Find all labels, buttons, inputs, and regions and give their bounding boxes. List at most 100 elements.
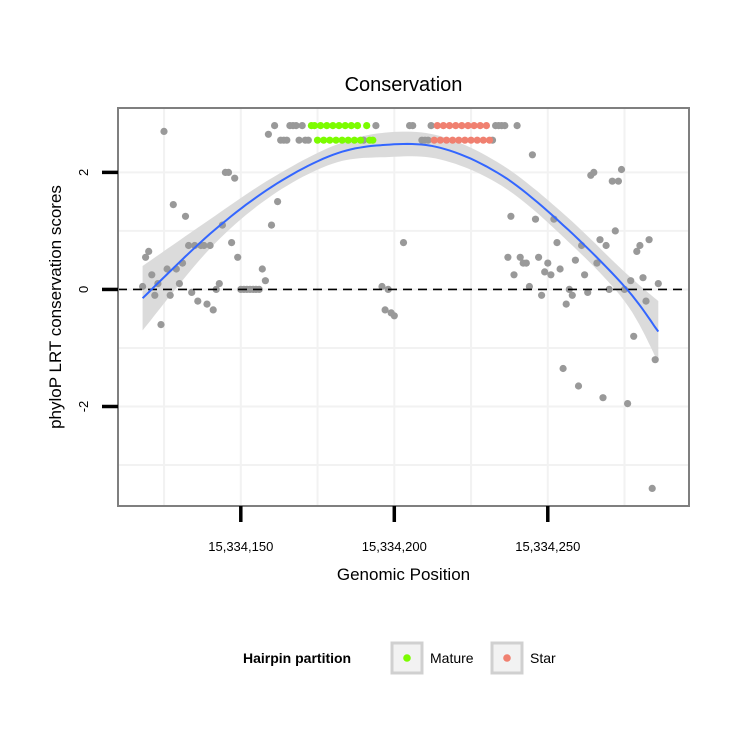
point-other xyxy=(642,297,650,305)
y-tick-label: 2 xyxy=(76,169,91,176)
point-other xyxy=(372,122,380,130)
point-other xyxy=(224,168,233,176)
point-other xyxy=(568,291,576,299)
point-star xyxy=(442,136,451,144)
point-other xyxy=(624,400,632,408)
point-other xyxy=(298,122,306,130)
axes: 15,334,150 15,334,200 15,334,250 2 0 -2 xyxy=(76,169,580,554)
x-axis-label: Genomic Position xyxy=(337,565,470,584)
point-other xyxy=(218,221,226,229)
point-mature xyxy=(341,122,349,130)
point-star xyxy=(445,122,454,130)
point-star xyxy=(473,136,481,144)
point-other xyxy=(261,277,269,285)
point-other xyxy=(295,136,303,144)
point-mature xyxy=(369,136,377,144)
point-other xyxy=(142,253,150,261)
point-other xyxy=(562,300,570,308)
point-star xyxy=(482,122,490,130)
legend: Hairpin partition Mature Star xyxy=(243,641,556,675)
point-mature xyxy=(338,136,346,144)
point-other xyxy=(157,321,165,329)
legend-label-mature: Mature xyxy=(430,650,474,666)
point-other xyxy=(528,151,537,159)
point-mature xyxy=(353,122,362,130)
point-other xyxy=(541,268,549,276)
point-star xyxy=(467,136,475,144)
legend-label-star: Star xyxy=(530,650,556,666)
point-other xyxy=(507,212,515,220)
point-other xyxy=(516,253,524,261)
confidence-ribbon xyxy=(142,131,659,363)
point-other xyxy=(228,239,236,247)
point-other xyxy=(274,198,282,206)
point-other xyxy=(608,177,616,185)
legend-swatch-star xyxy=(503,654,511,662)
point-star xyxy=(485,136,494,144)
point-other xyxy=(390,312,398,320)
point-mature xyxy=(310,122,319,130)
point-other xyxy=(234,253,242,261)
chart-title: Conservation xyxy=(345,74,463,96)
point-other xyxy=(559,364,567,373)
x-tick-label: 15,334,150 xyxy=(208,539,273,554)
point-other xyxy=(409,122,417,130)
point-other xyxy=(209,306,217,314)
point-other xyxy=(590,168,598,176)
point-other xyxy=(617,165,626,174)
point-other xyxy=(651,356,659,364)
point-other xyxy=(381,306,389,314)
point-mature xyxy=(323,122,331,130)
point-mature xyxy=(313,136,322,144)
point-other xyxy=(636,241,644,250)
point-other xyxy=(501,122,509,130)
point-other xyxy=(200,241,208,250)
point-other xyxy=(584,288,592,296)
point-other xyxy=(166,291,174,299)
point-other xyxy=(504,253,512,261)
point-mature xyxy=(344,136,352,144)
point-star xyxy=(452,122,460,130)
point-star xyxy=(439,122,447,130)
point-other xyxy=(139,282,147,291)
point-other xyxy=(531,215,540,223)
point-mature xyxy=(317,122,325,130)
point-other xyxy=(596,236,604,244)
point-other xyxy=(633,247,641,255)
point-mature xyxy=(329,122,337,130)
point-other xyxy=(535,253,543,261)
point-other xyxy=(231,174,239,182)
point-other xyxy=(163,265,171,273)
point-other xyxy=(538,291,546,299)
point-other xyxy=(556,265,564,273)
point-star xyxy=(461,136,469,144)
point-other xyxy=(175,280,183,288)
confidence-band xyxy=(142,131,659,363)
point-other xyxy=(169,201,177,209)
legend-title: Hairpin partition xyxy=(243,650,351,666)
point-other xyxy=(427,122,435,130)
point-other xyxy=(553,239,561,247)
point-other xyxy=(424,136,432,144)
point-other xyxy=(605,285,613,293)
point-other xyxy=(645,236,653,244)
point-other xyxy=(151,291,159,299)
point-other xyxy=(399,239,408,247)
point-other xyxy=(639,274,647,282)
y-tick-label: 0 xyxy=(76,286,91,293)
point-other xyxy=(203,300,211,308)
point-mature xyxy=(332,136,340,144)
point-other xyxy=(547,271,555,279)
point-mature xyxy=(320,136,328,144)
point-other xyxy=(283,136,291,144)
point-mature xyxy=(347,122,355,130)
y-tick-label: -2 xyxy=(76,401,91,413)
smooth-line xyxy=(141,142,660,333)
point-other xyxy=(593,259,601,267)
point-other xyxy=(264,130,272,138)
point-other xyxy=(160,127,168,135)
point-other xyxy=(215,280,223,288)
point-star xyxy=(464,122,472,130)
point-mature xyxy=(363,122,371,130)
